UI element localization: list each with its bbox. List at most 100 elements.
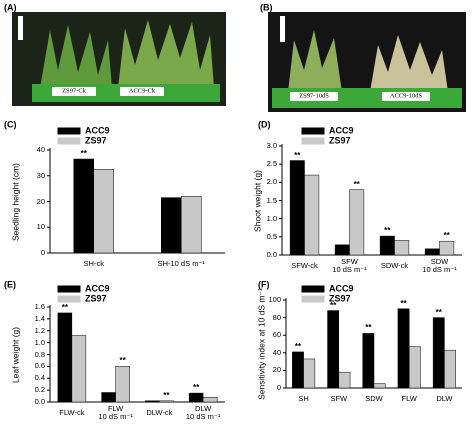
y-tick-label: 20 [36,196,45,206]
y-axis-label: Seedling height (cm) [10,162,21,241]
legend-label: ZS97 [329,135,351,146]
x-tick-label: SH [298,394,309,404]
photo-tag: ZS97-Ck [62,87,86,95]
y-tick-label: 1.5 [266,195,277,205]
y-tick-label: 40 [272,347,281,357]
photo-tag: ZS97-10dS [299,92,329,100]
x-tick-label: SDW 10 dS m⁻¹ [422,257,457,274]
significance-mark: ** [61,302,68,312]
photo-tag: ACC9-Ck [128,87,156,95]
x-tick-label: DLW [436,394,453,404]
y-tick-label: 60 [272,330,281,340]
legend-swatch [301,285,325,293]
y-tick-label: 0.5 [266,231,277,241]
x-tick-label: DLW 10 dS m⁻¹ [185,404,221,421]
bar [93,169,114,254]
bar [394,240,410,256]
bar [292,351,304,389]
legend-swatch [57,285,81,293]
bar [338,371,351,389]
bar [188,392,204,403]
panel-label: (B) [260,2,273,13]
significance-mark: ** [384,225,391,235]
photo-a [12,12,226,106]
bar [397,308,410,389]
y-axis-label: Sensitivity index at 10 dS m⁻¹ [256,288,267,400]
legend-label: ACC9 [329,125,354,136]
bar [439,240,455,256]
y-tick-label: 100 [268,295,281,305]
bar [373,383,386,389]
panel-label: (E) [4,279,16,290]
bar [362,333,375,389]
legend-swatch [57,295,81,303]
bar [432,317,445,389]
panel-label: (D) [258,119,271,130]
bar [349,189,365,256]
bar [202,397,218,403]
x-tick-label: SFW [330,394,348,404]
photo-b [268,12,466,112]
x-tick-label: SFW-ck [291,261,318,271]
bar [289,160,305,256]
bar [101,392,116,403]
x-tick-label: FLW 10 dS m⁻¹ [98,404,133,421]
panel-label: (A) [4,2,17,13]
bar [159,400,174,403]
legend-label: ACC9 [329,283,354,294]
significance-mark: ** [193,382,200,392]
y-tick-label: 0.6 [34,361,45,371]
significance-mark: ** [80,148,87,158]
y-tick-label: 80 [272,312,281,322]
x-tick-label: SFW 10 dS m⁻¹ [332,257,367,274]
bar [115,366,130,403]
legend-label: ACC9 [85,283,110,294]
bar [71,335,87,403]
bar [57,312,73,403]
legend-swatch [57,137,81,145]
panel-label: (F) [258,279,270,290]
x-tick-label: DLW-ck [146,408,173,418]
bar [334,244,350,256]
legend-swatch [57,127,81,135]
bar [444,349,456,389]
y-tick-label: 1.0 [34,337,45,347]
y-tick-label: 30 [36,170,45,180]
photo-tag: ACC9-10dS [389,92,423,100]
y-tick-label: 1.4 [34,313,45,323]
significance-mark: ** [330,300,337,310]
legend-swatch [301,137,325,145]
bar [161,197,182,254]
panel-label: (C) [4,119,17,130]
y-tick-label: 0 [40,248,45,258]
y-tick-label: 20 [272,365,281,375]
bar [424,248,440,256]
legend-swatch [301,127,325,135]
x-tick-label: FLW-ck [59,408,85,418]
y-tick-label: 2.0 [266,177,277,187]
significance-mark: ** [400,298,407,308]
bar [379,235,395,256]
y-tick-label: 40 [36,145,45,155]
y-tick-label: 10 [36,222,45,232]
bar [181,196,202,254]
significance-mark: ** [443,230,450,240]
significance-mark: ** [163,390,170,400]
y-tick-label: 2.5 [266,159,277,169]
bar [408,346,421,389]
significance-mark: ** [294,150,301,160]
y-tick-label: 3.0 [266,141,277,151]
bar [304,174,320,256]
x-tick-label: SH-10 dS m⁻¹ [157,259,205,269]
bar [73,158,94,254]
significance-mark: ** [119,356,126,366]
y-tick-label: 0.2 [34,385,45,395]
x-tick-label: SDW [365,394,383,404]
y-tick-label: 1.6 [34,302,45,312]
y-axis-label: Leaf weight (g) [10,326,21,383]
y-tick-label: 1.0 [266,213,277,223]
y-tick-label: 0.8 [34,349,45,359]
bar [327,310,340,389]
x-tick-label: FLW [401,394,417,404]
bar [303,358,316,389]
